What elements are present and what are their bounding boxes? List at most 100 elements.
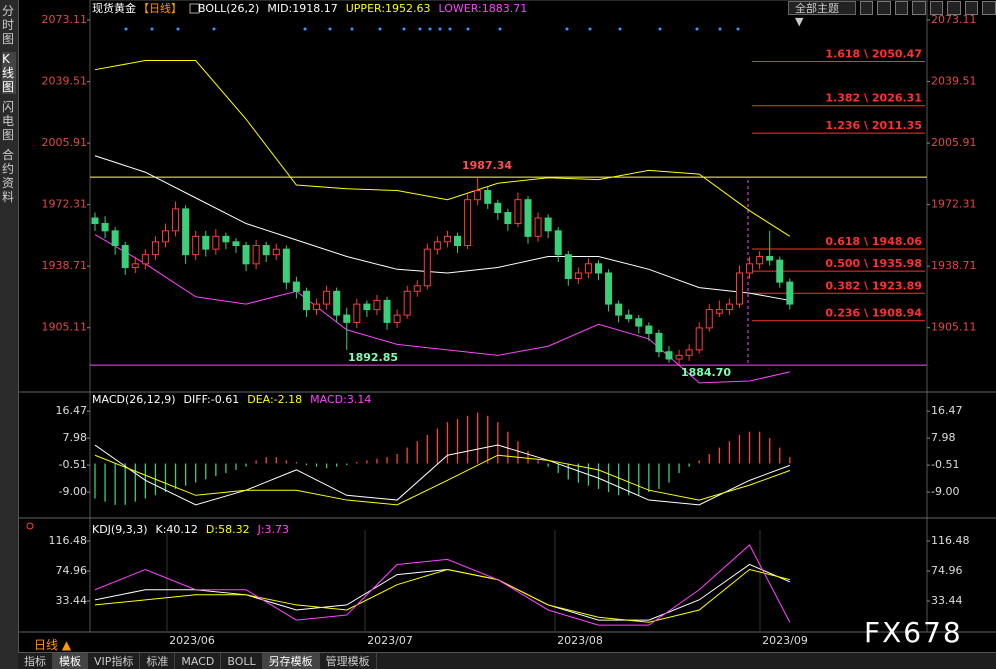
candle-body [746,263,754,274]
signal-dot [428,27,432,31]
candle-body [383,299,391,323]
side-tab[interactable]: 闪电图 [2,100,15,142]
signal-dot [418,27,422,31]
candle-body [323,290,331,305]
candle-body [172,208,180,232]
y-tick-label: 2073.11 [42,13,88,26]
candle-body [705,309,713,329]
legend-item: K:40.12 [156,523,198,536]
candle-body [141,254,149,265]
legend-item: DIFF:-0.61 [184,393,240,406]
signal-dot [150,27,154,31]
candle-body [454,235,462,246]
y-tick-label: 16.47 [931,404,963,417]
candle-body [232,241,240,246]
candle-body [645,325,653,334]
tab[interactable]: BOLL [221,653,263,669]
candle-body [363,303,371,311]
tab[interactable]: 指标 [18,653,53,669]
tab[interactable]: 模板 [53,653,88,669]
candle-body [353,303,361,323]
candle-body [786,281,794,305]
candle-body [715,309,723,314]
y-tick-label: 1938.71 [931,259,977,272]
sidebar: 分时图 K线图闪电图合约资料 [0,0,19,669]
candle-body [655,332,663,353]
signal-dot [350,27,354,31]
candle-body [333,290,341,316]
candle-body [131,263,139,268]
icon-button[interactable] [947,1,961,15]
y-tick-label: -0.51 [59,458,87,471]
legend-item: MID:1918.17 [267,2,337,15]
side-tab[interactable]: K线图 [2,52,16,94]
y-tick-label: -0.51 [931,458,959,471]
y-tick-label: 1972.31 [42,198,88,211]
candle-body [262,244,270,256]
y-tick-label: 33.44 [56,594,88,607]
icon-button[interactable] [912,1,926,15]
icon-button[interactable] [964,1,979,15]
y-tick-label: 1972.31 [931,198,977,211]
side-tab[interactable]: 合约资料 [2,148,15,204]
tab[interactable]: 另存模板 [262,653,320,669]
chart-title: KDJ(9,3,3) [92,523,148,536]
indicator-line [94,568,790,623]
candle-body [695,327,703,351]
icon-button[interactable] [982,1,996,15]
candle-body [776,259,784,283]
y-tick-label: 2073.11 [931,13,977,26]
x-tick-label: 2023/06 [169,634,215,647]
candle-body [504,212,512,225]
icon-button[interactable] [929,1,944,15]
tab[interactable]: 管理模板 [320,653,377,669]
indicator-line [94,155,790,301]
indicator-line [94,544,791,626]
tab[interactable]: VIP指标 [88,653,141,669]
candle-body [514,199,522,225]
indicator-line [94,234,790,384]
tab[interactable]: 标准 [140,653,176,669]
y-tick-label: 7.98 [63,431,88,444]
y-tick-label: 74.96 [931,564,963,577]
theme-button[interactable]: 全部主题 ▼ [788,1,856,28]
signal-dot [498,27,502,31]
y-tick-label: 74.96 [56,564,88,577]
candle-body [161,230,169,243]
candle-body [111,230,119,246]
indicator-line [94,60,791,237]
signal-dot [378,27,382,31]
y-tick-label: 1905.11 [931,321,977,334]
indicator-line [94,444,791,506]
y-tick-label: -9.00 [59,485,87,498]
signal-dot [588,27,592,31]
icon-button[interactable] [877,1,891,15]
signal-dot [124,27,128,31]
fib-label: 0.382 \ 1923.89 [825,279,922,292]
period-switch[interactable]: 日线 ▲ [34,638,72,652]
candle-body [474,190,482,201]
signal-dot [618,27,622,31]
indicator-line [94,454,791,506]
tab[interactable]: MACD [175,653,222,669]
candle-body [212,235,220,250]
signal-dot [303,27,307,31]
signal-dot [658,27,662,31]
signal-dot [565,27,569,31]
icon-button[interactable] [894,1,909,15]
y-tick-label: 116.48 [49,534,88,547]
candle-body [534,217,542,237]
icon [189,3,200,14]
side-tab[interactable]: 分时图 [2,4,15,46]
candle-body [665,351,673,360]
candle-body [182,208,190,256]
tab-bar: 指标 模板 VIP指标 标准 MACD BOLL 另存模板 管理模板 [18,652,996,669]
signal-dot [328,27,332,31]
signal-dot [212,27,216,31]
candle-body [302,290,310,311]
icon-button[interactable] [859,1,874,15]
candle-body [635,318,643,327]
fib-label: 1.236 \ 2011.35 [825,119,922,132]
